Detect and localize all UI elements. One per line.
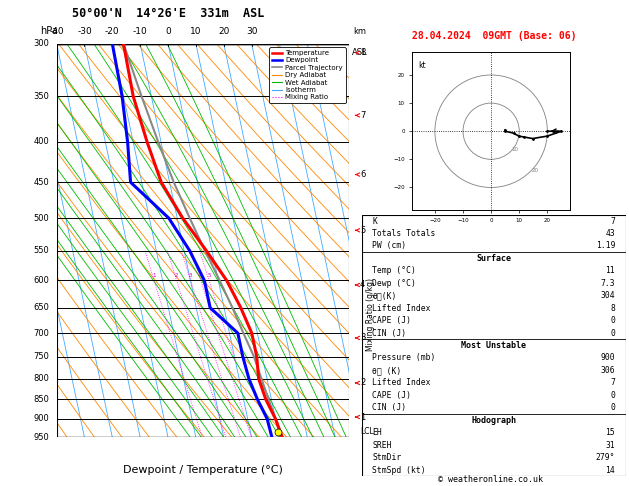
Text: 7.3: 7.3 bbox=[601, 279, 615, 288]
Text: 750: 750 bbox=[33, 352, 49, 361]
Text: K: K bbox=[372, 217, 377, 226]
Text: Mixing Ratio (g/kg): Mixing Ratio (g/kg) bbox=[366, 278, 375, 351]
Text: EH: EH bbox=[372, 428, 382, 437]
Text: 1.19: 1.19 bbox=[596, 242, 615, 250]
Text: 15: 15 bbox=[606, 428, 615, 437]
Text: 0: 0 bbox=[610, 403, 615, 412]
Text: 30: 30 bbox=[246, 27, 257, 36]
Text: 7: 7 bbox=[610, 217, 615, 226]
Text: Lifted Index: Lifted Index bbox=[372, 379, 431, 387]
Text: 5: 5 bbox=[360, 226, 365, 235]
Text: 450: 450 bbox=[33, 178, 49, 187]
Text: 1: 1 bbox=[152, 274, 156, 278]
Text: 4: 4 bbox=[360, 280, 365, 290]
Text: θᴄ(K): θᴄ(K) bbox=[372, 291, 397, 300]
Text: 2: 2 bbox=[360, 379, 365, 387]
Text: StmSpd (kt): StmSpd (kt) bbox=[372, 466, 426, 474]
Text: 3: 3 bbox=[189, 274, 192, 278]
Text: 306: 306 bbox=[601, 366, 615, 375]
Text: 11: 11 bbox=[606, 266, 615, 276]
Text: 28.04.2024  09GMT (Base: 06): 28.04.2024 09GMT (Base: 06) bbox=[411, 31, 576, 41]
Text: 950: 950 bbox=[33, 433, 49, 442]
Text: kt: kt bbox=[418, 61, 426, 70]
Text: -10: -10 bbox=[133, 27, 148, 36]
Text: © weatheronline.co.uk: © weatheronline.co.uk bbox=[438, 474, 543, 484]
Text: 8: 8 bbox=[360, 48, 365, 57]
Text: 850: 850 bbox=[33, 395, 49, 404]
Text: 279°: 279° bbox=[596, 453, 615, 462]
Text: 700: 700 bbox=[33, 329, 49, 338]
Text: 0: 0 bbox=[165, 27, 171, 36]
Text: 7: 7 bbox=[360, 111, 365, 120]
Text: 3: 3 bbox=[360, 333, 365, 343]
Text: CAPE (J): CAPE (J) bbox=[372, 391, 411, 400]
Text: ASL: ASL bbox=[352, 48, 368, 57]
Text: -40: -40 bbox=[49, 27, 64, 36]
Text: 50°00'N  14°26'E  331m  ASL: 50°00'N 14°26'E 331m ASL bbox=[72, 7, 264, 20]
Text: 900: 900 bbox=[33, 415, 49, 423]
Text: Surface: Surface bbox=[476, 254, 511, 263]
Text: 0: 0 bbox=[610, 329, 615, 338]
Text: 2: 2 bbox=[175, 274, 179, 278]
Text: 20: 20 bbox=[532, 168, 538, 173]
Text: 0: 0 bbox=[610, 391, 615, 400]
Text: 800: 800 bbox=[33, 374, 49, 383]
Text: 5: 5 bbox=[208, 274, 211, 278]
Text: Temp (°C): Temp (°C) bbox=[372, 266, 416, 276]
Text: Totals Totals: Totals Totals bbox=[372, 229, 436, 238]
Text: -30: -30 bbox=[77, 27, 92, 36]
Text: 304: 304 bbox=[601, 291, 615, 300]
Text: 0: 0 bbox=[610, 316, 615, 325]
Text: 300: 300 bbox=[33, 39, 49, 48]
Text: CAPE (J): CAPE (J) bbox=[372, 316, 411, 325]
Text: 14: 14 bbox=[606, 466, 615, 474]
Text: θᴄ (K): θᴄ (K) bbox=[372, 366, 401, 375]
Text: 500: 500 bbox=[33, 214, 49, 223]
Legend: Temperature, Dewpoint, Parcel Trajectory, Dry Adiabat, Wet Adiabat, Isotherm, Mi: Temperature, Dewpoint, Parcel Trajectory… bbox=[269, 47, 345, 103]
Text: 1: 1 bbox=[360, 413, 365, 421]
Text: LCL: LCL bbox=[360, 428, 374, 436]
Text: 4: 4 bbox=[199, 274, 203, 278]
Text: Most Unstable: Most Unstable bbox=[461, 341, 526, 350]
Text: Dewp (°C): Dewp (°C) bbox=[372, 279, 416, 288]
Text: 650: 650 bbox=[33, 303, 49, 312]
Text: 10: 10 bbox=[511, 147, 518, 153]
Text: Lifted Index: Lifted Index bbox=[372, 304, 431, 312]
Text: 550: 550 bbox=[33, 246, 49, 255]
Text: Pressure (mb): Pressure (mb) bbox=[372, 353, 436, 363]
Text: PW (cm): PW (cm) bbox=[372, 242, 406, 250]
Text: Dewpoint / Temperature (°C): Dewpoint / Temperature (°C) bbox=[123, 465, 283, 475]
Text: Hodograph: Hodograph bbox=[471, 416, 516, 425]
Text: 31: 31 bbox=[606, 441, 615, 450]
Text: SREH: SREH bbox=[372, 441, 392, 450]
Text: -20: -20 bbox=[105, 27, 120, 36]
Text: CIN (J): CIN (J) bbox=[372, 329, 406, 338]
Text: CIN (J): CIN (J) bbox=[372, 403, 406, 412]
Text: 20: 20 bbox=[218, 27, 230, 36]
Text: 6: 6 bbox=[360, 170, 365, 179]
Text: 10: 10 bbox=[190, 27, 202, 36]
Text: 8: 8 bbox=[610, 304, 615, 312]
Text: 900: 900 bbox=[601, 353, 615, 363]
Text: 400: 400 bbox=[33, 138, 49, 146]
Text: 350: 350 bbox=[33, 92, 49, 101]
Text: hPa: hPa bbox=[40, 26, 58, 36]
Text: km: km bbox=[353, 27, 367, 36]
Text: StmDir: StmDir bbox=[372, 453, 401, 462]
Text: 600: 600 bbox=[33, 276, 49, 285]
Text: 43: 43 bbox=[606, 229, 615, 238]
Text: 7: 7 bbox=[610, 379, 615, 387]
